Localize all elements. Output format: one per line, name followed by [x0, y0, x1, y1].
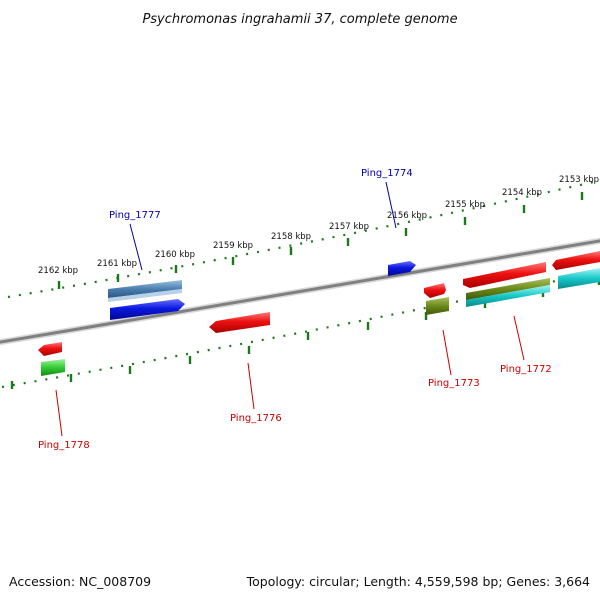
tick-label: 2155 kbp	[445, 200, 485, 210]
tick-label: 2158 kbp	[271, 232, 311, 242]
leader-line-ping-1777	[129, 223, 143, 271]
tick-label: 2160 kbp	[155, 250, 195, 260]
accession-text: Accession: NC_008709	[9, 574, 151, 589]
feature-olive[interactable]	[466, 278, 550, 300]
leader-line-ping-1776	[247, 362, 255, 410]
tick-label: 2157 kbp	[329, 222, 369, 232]
tick-labels: 2153 kbp 2154 kbp 2155 kbp 2156 kbp 2157…	[38, 175, 599, 276]
tick-label: 2153 kbp	[559, 175, 599, 185]
feature-red-ping-1772[interactable]	[463, 262, 546, 288]
tick-label: 2156 kbp	[387, 211, 427, 221]
feature-green[interactable]	[41, 359, 65, 376]
tick-ruler-upper	[7, 179, 599, 299]
map-title: Psychromonas ingrahamii 37, complete gen…	[142, 12, 457, 27]
feature-cyan-right[interactable]	[558, 268, 600, 289]
gene-label-ping-1772[interactable]: Ping_1772	[500, 364, 552, 375]
tick-label: 2159 kbp	[213, 241, 253, 251]
leader-line-ping-1774	[385, 181, 397, 229]
gene-label-ping-1773[interactable]: Ping_1773	[428, 378, 480, 389]
genome-summary-text: Topology: circular; Length: 4,559,598 bp…	[246, 574, 590, 589]
feature-blue-ping-1774[interactable]	[388, 261, 416, 276]
gene-label-ping-1778[interactable]: Ping_1778	[38, 440, 90, 451]
gene-label-ping-1776[interactable]: Ping_1776	[230, 413, 282, 424]
leader-line-ping-1778	[55, 389, 63, 437]
gene-label-ping-1777[interactable]: Ping_1777	[109, 210, 161, 221]
feature-red-ping-1778[interactable]	[38, 342, 62, 356]
feature-red-right[interactable]	[552, 251, 600, 270]
feature-olive-small[interactable]	[426, 297, 449, 315]
feature-steel[interactable]	[108, 280, 182, 302]
feature-blue-ping-1777[interactable]	[110, 299, 185, 320]
gene-label-ping-1774[interactable]: Ping_1774	[361, 168, 413, 179]
leader-line-ping-1773	[442, 329, 452, 376]
leader-line-ping-1772	[513, 315, 525, 361]
feature-red-ping-1773[interactable]	[424, 283, 446, 298]
feature-red-ping-1776[interactable]	[209, 312, 270, 333]
tick-label: 2162 kbp	[38, 266, 78, 276]
tick-label: 2161 kbp	[97, 259, 137, 269]
genome-backbone-line	[0, 239, 600, 344]
feature-cyan[interactable]	[466, 285, 550, 307]
tick-label: 2154 kbp	[502, 188, 542, 198]
